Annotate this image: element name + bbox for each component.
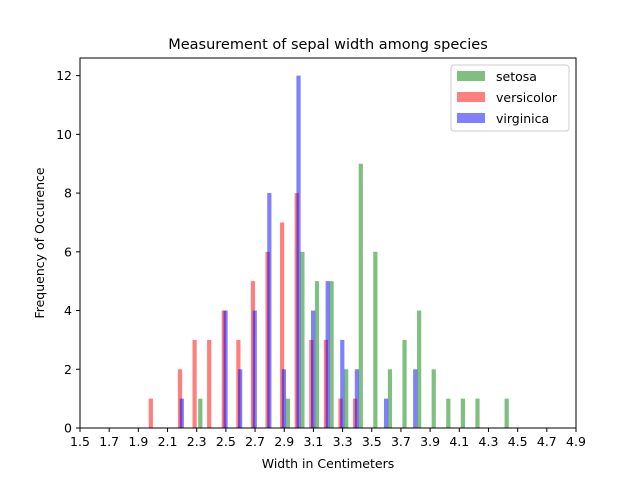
bar-virginica bbox=[354, 369, 359, 428]
bar-virginica bbox=[325, 281, 330, 428]
bar-setosa bbox=[358, 163, 363, 428]
bars-layer bbox=[148, 75, 509, 429]
chart-title: Measurement of sepal width among species bbox=[168, 37, 488, 53]
legend-label-versicolor: versicolor bbox=[496, 90, 558, 105]
x-tick-label: 3.1 bbox=[303, 434, 323, 449]
x-tick-label: 3.9 bbox=[420, 434, 440, 449]
bar-setosa bbox=[417, 310, 422, 428]
bar-setosa bbox=[460, 398, 465, 428]
legend-label-virginica: virginica bbox=[496, 111, 549, 126]
x-tick-label: 1.5 bbox=[70, 434, 90, 449]
y-axis: 0 2 4 6 8 10 12 bbox=[56, 68, 80, 436]
legend: setosa versicolor virginica bbox=[450, 64, 570, 132]
y-tick-label: 12 bbox=[56, 68, 72, 83]
bar-setosa bbox=[431, 369, 436, 428]
bar-virginica bbox=[340, 339, 345, 428]
x-tick-label: 4.3 bbox=[479, 434, 499, 449]
bar-setosa bbox=[402, 339, 407, 428]
y-tick-label: 8 bbox=[64, 186, 72, 201]
bar-setosa bbox=[314, 281, 320, 428]
bar-setosa bbox=[475, 398, 480, 428]
legend-swatch-versicolor bbox=[457, 92, 485, 102]
y-tick-label: 10 bbox=[56, 127, 72, 142]
x-tick-label: 3.3 bbox=[333, 434, 353, 449]
x-tick-label: 2.3 bbox=[187, 434, 207, 449]
x-tick-label: 2.1 bbox=[158, 434, 178, 449]
legend-swatch-virginica bbox=[457, 113, 485, 123]
legend-swatch-setosa bbox=[457, 71, 485, 81]
y-tick-label: 4 bbox=[64, 303, 72, 318]
y-tick-label: 6 bbox=[64, 244, 72, 259]
x-tick-label: 2.9 bbox=[274, 434, 294, 449]
bar-versicolor bbox=[280, 222, 285, 428]
x-tick-label: 4.7 bbox=[537, 434, 557, 449]
bar-setosa bbox=[300, 251, 305, 428]
x-tick-label: 4.1 bbox=[449, 434, 469, 449]
y-axis-label: Frequency of Occurence bbox=[32, 167, 47, 318]
x-axis-label: Width in Centimeters bbox=[262, 456, 394, 471]
bar-virginica bbox=[267, 193, 272, 428]
bar-virginica bbox=[281, 369, 287, 428]
y-tick-label: 0 bbox=[64, 421, 72, 436]
bar-virginica bbox=[252, 310, 257, 428]
bar-setosa bbox=[329, 281, 334, 428]
bar-virginica bbox=[296, 75, 301, 429]
bar-setosa bbox=[198, 398, 203, 428]
bar-setosa bbox=[504, 398, 509, 428]
x-tick-label: 4.9 bbox=[566, 434, 586, 449]
bar-setosa bbox=[387, 369, 393, 428]
bar-virginica bbox=[223, 310, 228, 428]
bar-versicolor bbox=[148, 398, 153, 428]
plot-frame bbox=[79, 57, 577, 429]
bar-setosa bbox=[446, 398, 451, 428]
bar-virginica bbox=[383, 398, 389, 428]
x-tick-label: 4.5 bbox=[508, 434, 528, 449]
x-tick-label: 3.5 bbox=[362, 434, 382, 449]
bar-virginica bbox=[413, 369, 418, 428]
bar-setosa bbox=[373, 251, 378, 428]
x-tick-label: 2.5 bbox=[216, 434, 236, 449]
legend-label-setosa: setosa bbox=[496, 69, 537, 84]
x-tick-label: 1.9 bbox=[128, 434, 148, 449]
x-tick-label: 1.7 bbox=[99, 434, 119, 449]
bar-setosa bbox=[344, 369, 349, 428]
x-tick-label: 2.7 bbox=[245, 434, 265, 449]
bar-setosa bbox=[285, 398, 290, 428]
bar-virginica bbox=[311, 310, 316, 428]
x-axis: 1.5 1.7 1.9 2.1 2.3 2.5 2.7 2.9 3.1 3.3 3.5 3.7 3.9 4… bbox=[70, 428, 586, 449]
y-tick-label: 2 bbox=[64, 362, 72, 377]
bar-versicolor bbox=[207, 339, 212, 428]
bar-versicolor bbox=[192, 339, 197, 428]
x-tick-label: 3.7 bbox=[391, 434, 411, 449]
bar-virginica bbox=[238, 369, 243, 428]
bar-virginica bbox=[179, 398, 184, 428]
